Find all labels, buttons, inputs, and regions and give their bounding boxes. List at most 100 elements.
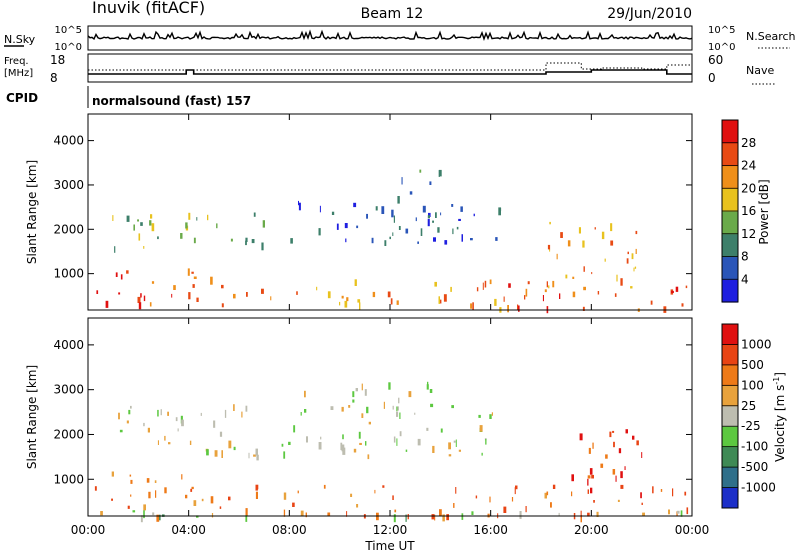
scatter-cell-3-9 (233, 293, 236, 299)
scatter-cell-4-10 (345, 238, 347, 243)
scatter-cell-4-23 (375, 206, 378, 211)
scatter-cell-2-19 (446, 514, 449, 521)
velocity-colorbar-label-end: ] (773, 372, 787, 377)
scatter-cell-4-50 (448, 454, 452, 457)
colorbar-tick-label-0: 4 (741, 272, 749, 286)
scatter-cell-1-1 (173, 285, 176, 290)
scatter-cell-6-11 (519, 511, 522, 519)
scatter-cell-6-15 (393, 514, 396, 523)
scatter-cell-2-13 (251, 239, 255, 244)
scatter-cell-4-13 (340, 442, 343, 451)
scatter-cell-4-61 (359, 442, 362, 445)
ytick-label-2: 3000 (53, 383, 84, 397)
scatter-cell-5-5 (341, 406, 344, 412)
scatter-cell-2-25 (149, 220, 152, 226)
scatter-cell-6-0 (405, 514, 407, 522)
beam-title: Beam 12 (361, 6, 424, 22)
scatter-cell-2-3 (596, 511, 599, 517)
frequency-line (88, 69, 692, 75)
scatter-cell-4-59 (189, 440, 192, 445)
scatter-cell-7-8 (549, 249, 551, 252)
scatter-cell-5-22 (544, 289, 547, 293)
scatter-cell-6-12 (671, 290, 674, 293)
scatter-cell-2-30 (676, 511, 678, 517)
scatter-cell-7-27 (604, 258, 606, 262)
scatter-cell-4-34 (440, 428, 443, 433)
scatter-cell-4-84 (365, 441, 367, 446)
scatter-cell-1-22 (346, 511, 348, 517)
scatter-cell-8-3 (401, 177, 403, 185)
scatter-cell-3-7 (341, 295, 344, 299)
scatter-cell-3-6 (316, 286, 318, 291)
scatter-cell-4-74 (417, 438, 421, 446)
scatter-cell-3-5 (270, 296, 272, 301)
power-colorbar: Power [dB] 4 8 12 16 20 24 28 (721, 119, 771, 303)
colorbar-tick-label-5: -100 (741, 440, 768, 454)
scatter-cell-6-14 (196, 515, 199, 518)
scatter-cell-7-19 (582, 240, 585, 248)
scatter-cell-6-8 (572, 291, 576, 298)
colorbar-swatch-3 (722, 211, 738, 235)
scatter-cell-3-6 (592, 442, 594, 449)
scatter-cell-4-5 (455, 439, 457, 447)
scatter-cell-7-5 (594, 227, 596, 230)
xtick-label-1: 04:00 (171, 523, 206, 537)
scatter-cell-4-11 (157, 409, 159, 417)
scatter-cell-2-9 (544, 492, 547, 499)
scatter-cell-4-14 (392, 232, 394, 236)
scatter-cell-5-0 (388, 382, 391, 390)
scatter-cell-4-71 (283, 451, 286, 459)
scatter-cell-2-18 (180, 233, 183, 239)
scatter-cell-4-62 (147, 427, 150, 433)
scatter-cell-4-72 (448, 442, 451, 450)
xtick-label-3: 12:00 (373, 523, 408, 537)
power-axes: 1000 2000 3000 4000 (53, 114, 693, 310)
scatter-cell-3-25 (591, 474, 594, 479)
scatter-cell-3-7 (618, 448, 622, 454)
scatter-cell-3-15 (571, 474, 574, 482)
scatter-cell-4-18 (456, 226, 459, 230)
scatter-cell-4-33 (396, 438, 398, 446)
colorbar-frame (721, 323, 739, 509)
scatter-cell-2-17 (143, 246, 145, 249)
colorbar-swatch-3 (722, 426, 738, 448)
ytick-label-0: 1000 (53, 267, 84, 281)
scatter-cell-8-2 (393, 215, 395, 223)
scatter-cell-0-14 (129, 474, 132, 477)
scatter-cell-3-18 (579, 433, 583, 441)
scatter-cell-1-19 (356, 504, 359, 508)
power-colorbar-label: Power [dB] (757, 179, 771, 244)
ytick-label-2: 3000 (53, 178, 84, 192)
scatter-cell-2-10 (245, 237, 248, 242)
scatter-cell-4-2 (428, 212, 431, 217)
scatter-cell-2-8 (587, 489, 589, 494)
scatter-cell-1-16 (255, 486, 258, 491)
scatter-cell-4-10 (160, 409, 162, 416)
date-title: 29/Jun/2010 (607, 6, 692, 22)
scatter-cell-4-37 (366, 406, 369, 414)
ytick-label-0: 1000 (53, 472, 84, 486)
scatter-cell-5-12 (438, 296, 440, 304)
sky-right-label: N.Search (746, 30, 796, 43)
scatter-cell-2-35 (593, 500, 595, 503)
scatter-cell-4-9 (167, 411, 169, 416)
scatter-cell-3-5 (625, 429, 628, 434)
cpid-text: normalsound (fast) 157 (92, 94, 251, 108)
scatter-cell-7-7 (610, 240, 614, 246)
freq-right-label: Nave (746, 64, 774, 77)
scatter-cell-1-3 (327, 512, 331, 517)
scatter-cell-4-83 (342, 447, 346, 455)
scatter-cell-4-15 (481, 452, 483, 456)
scatter-cell-0-9 (155, 490, 157, 498)
power-data (96, 169, 688, 314)
scatter-cell-6-1 (542, 295, 544, 302)
scatter-cell-4-36 (255, 448, 258, 456)
scatter-cell-4-18 (118, 412, 120, 420)
scatter-cell-4-21 (451, 204, 454, 207)
scatter-cell-6-13 (503, 296, 505, 302)
scatter-cell-6-1 (159, 514, 161, 521)
scatter-cell-4-16 (298, 202, 301, 211)
scatter-cell-2-26 (112, 215, 114, 221)
scatter-cell-4-35 (128, 409, 131, 415)
scatter-cell-3-21 (600, 463, 604, 468)
